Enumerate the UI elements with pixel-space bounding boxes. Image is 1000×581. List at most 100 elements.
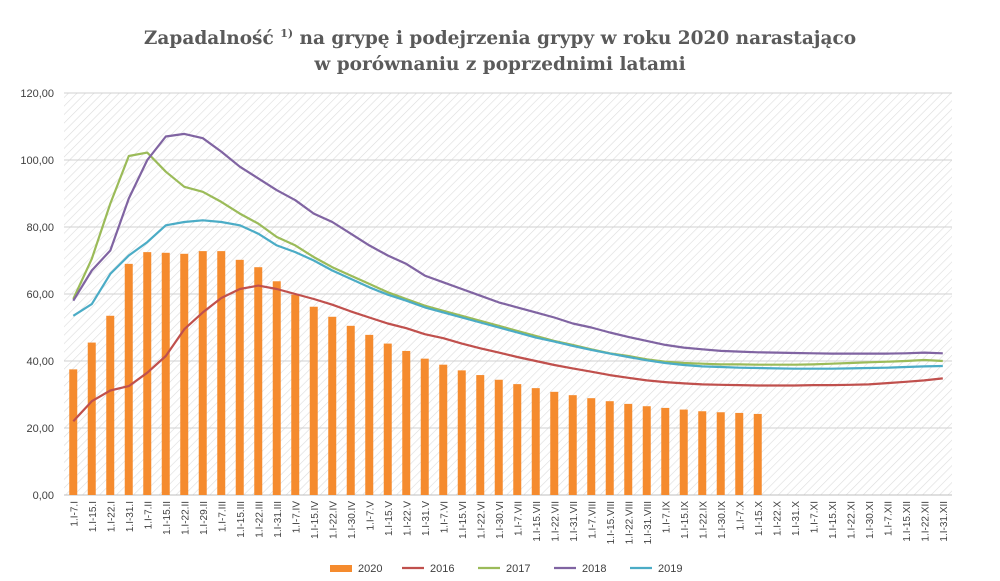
x-tick-label: 1.I-7.XI	[809, 501, 820, 533]
x-tick-label: 1.I-22.IX	[698, 501, 709, 539]
legend-swatch-2020	[330, 565, 352, 572]
line-2017	[72, 151, 943, 366]
bar-2020	[476, 375, 485, 495]
y-tick-label: 60,00	[26, 289, 54, 301]
x-tick-label: 1.I-31.XII	[939, 501, 950, 542]
x-tick-label: 1.I-15.IX	[680, 501, 691, 539]
bar-2020	[383, 343, 392, 495]
x-tick-label: 1.I-22.XI	[846, 501, 857, 539]
x-tick-label: 1.I-22.V	[402, 501, 413, 536]
line-2018	[72, 132, 943, 355]
bar-2020	[568, 395, 577, 495]
x-tick-label: 1.I-31.X	[791, 501, 802, 536]
x-tick-label: 1.I-22.IV	[328, 501, 339, 539]
x-tick-label: 1.I-15.X	[754, 501, 765, 536]
bar-2020	[716, 412, 725, 495]
bar-2020	[402, 350, 411, 495]
title-footnote-mark: 1)	[280, 26, 294, 40]
bar-2020	[254, 267, 263, 495]
bar-2020	[679, 409, 688, 495]
bar-2020	[494, 379, 503, 495]
bar-2020	[235, 259, 244, 495]
bar-2020	[346, 325, 355, 495]
y-tick-label: 80,00	[26, 222, 54, 234]
bar-2020	[587, 398, 596, 495]
x-tick-label: 1.I-7.VI	[439, 501, 450, 533]
x-tick-label: 1.I-31.VII	[569, 501, 580, 542]
bar-2020	[87, 342, 96, 495]
bar-2020	[180, 253, 189, 495]
x-tick-label: 1.I-31.III	[273, 501, 284, 538]
x-tick-label: 1.I-7.V	[365, 501, 376, 531]
legend-label-2018: 2018	[582, 563, 606, 575]
bar-2020	[106, 315, 115, 495]
y-tick-label: 20,00	[26, 423, 54, 435]
x-tick-label: 1.I-22.VI	[476, 501, 487, 539]
x-tick-label: 1.I-31.V	[421, 501, 432, 536]
bar-2020	[550, 391, 559, 495]
gridlines	[64, 92, 952, 496]
bar-2020	[642, 406, 651, 495]
bar-2020	[513, 384, 522, 495]
y-axis: 0,00 20,00 40,00 60,00 80,00 100,00 120,00	[20, 88, 54, 502]
y-tick-label: 40,00	[26, 356, 54, 368]
x-tick-label: 1.I-7.VIII	[587, 501, 598, 539]
legend-label-2019: 2019	[658, 563, 682, 575]
x-tick-label: 1.I-7.IV	[291, 501, 302, 534]
chart-title-line1: Zapadalność 1) na grypę i podejrzenia gr…	[143, 26, 857, 49]
x-tick-label: 1.I-22.VII	[550, 501, 561, 542]
x-tick-label: 1.I-15.V	[384, 501, 395, 536]
x-tick-label: 1.I-22.X	[772, 501, 783, 536]
x-tick-label: 1.I-22.II	[180, 501, 191, 535]
x-tick-label: 1.I-15.IV	[310, 501, 321, 539]
bar-series-2020	[69, 251, 762, 495]
x-tick-label: 1.I-22.XII	[920, 501, 931, 542]
chart-title: Zapadalność 1) na grypę i podejrzenia gr…	[0, 26, 1000, 78]
bar-2020	[457, 370, 466, 495]
x-tick-label: 1.I-30.IV	[347, 501, 358, 539]
x-tick-label: 1.I-15.XI	[828, 501, 839, 539]
bar-2020	[69, 369, 78, 495]
x-tick-label: 1.I-7.III	[217, 501, 228, 532]
bar-2020	[161, 252, 170, 495]
bar-2020	[217, 251, 226, 495]
x-tick-label: 1.I-22.VIII	[624, 501, 635, 544]
x-tick-label: 1.I-15.VII	[532, 501, 543, 542]
x-tick-label: 1.I-31.I	[125, 501, 136, 532]
bar-2020	[531, 388, 540, 495]
x-tick-label: 1.I-22.III	[254, 501, 265, 538]
x-tick-label: 1.I-15.XII	[902, 501, 913, 542]
bar-2020	[198, 251, 207, 495]
legend-label-2020: 2020	[358, 563, 382, 575]
x-tick-label: 1.I-29.II	[199, 501, 210, 535]
y-tick-label: 120,00	[20, 88, 54, 100]
chart-title-line2: w porównaniu z poprzednimi latami	[314, 54, 686, 75]
x-tick-label: 1.I-15.I	[88, 501, 99, 532]
x-tick-label: 1.I-7.VII	[513, 501, 524, 536]
y-tick-label: 0,00	[33, 490, 54, 502]
x-tick-label: 1.I-31.VIII	[643, 501, 654, 544]
bar-2020	[624, 403, 633, 495]
legend-label-2017: 2017	[506, 563, 530, 575]
x-tick-label: 1.I-15.VIII	[606, 501, 617, 544]
x-tick-label: 1.I-30.IX	[717, 501, 728, 539]
x-tick-label: 1.I-7.IX	[661, 501, 672, 534]
bar-2020	[420, 358, 429, 495]
line-series	[72, 132, 943, 423]
bar-2020	[605, 401, 614, 495]
x-tick-label: 1.I-7.I	[69, 501, 80, 527]
bar-2020	[439, 364, 448, 495]
x-tick-label: 1.I-30.VI	[495, 501, 506, 539]
x-tick-label: 1.I-22.I	[106, 501, 117, 532]
x-tick-label: 1.I-15.III	[236, 501, 247, 538]
bar-2020	[309, 306, 318, 495]
bar-2020	[272, 281, 281, 495]
bar-2020	[753, 413, 762, 495]
x-tick-label: 1.I-30.XI	[865, 501, 876, 539]
y-tick-label: 100,00	[20, 155, 54, 167]
x-tick-label: 1.I-15.VI	[458, 501, 469, 539]
bar-2020	[698, 411, 707, 495]
bar-2020	[124, 263, 133, 495]
bar-2020	[661, 407, 670, 495]
